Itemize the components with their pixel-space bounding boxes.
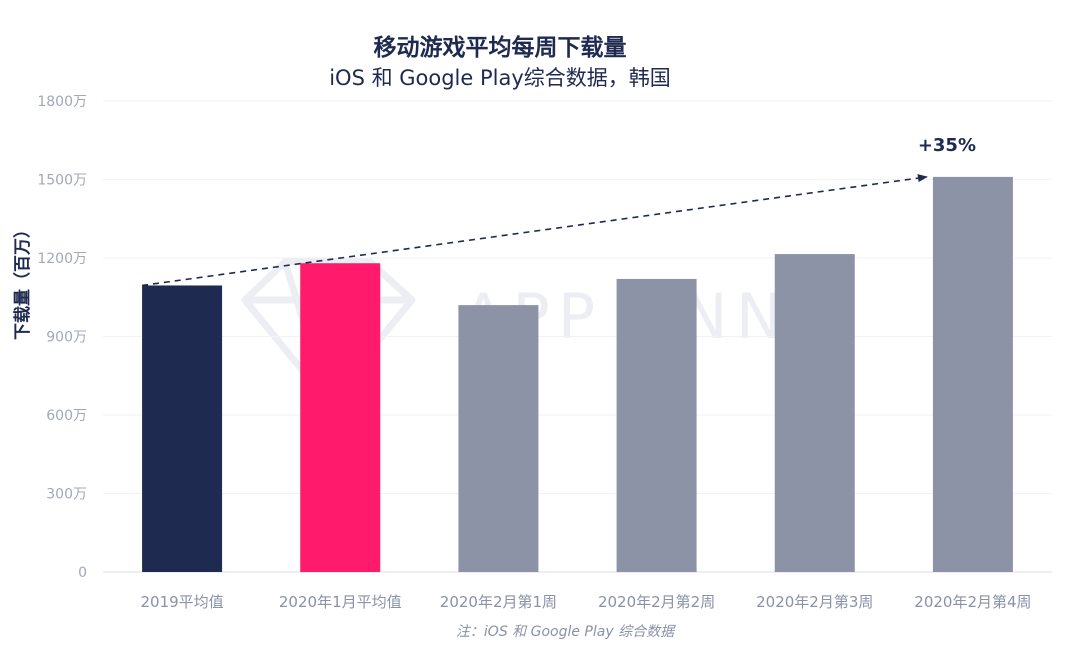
x-tick-label: 2020年1月平均值 bbox=[279, 593, 402, 611]
bar bbox=[932, 176, 1013, 572]
y-tick-label: 0 bbox=[78, 565, 87, 581]
gridlines bbox=[103, 100, 1052, 573]
y-tick-label: 1200万 bbox=[37, 251, 87, 267]
chart-note: 注：iOS 和 Google Play 综合数据 bbox=[455, 624, 675, 640]
x-tick-label: 2020年2月第3周 bbox=[756, 593, 873, 611]
bar bbox=[458, 305, 539, 572]
x-tick-label: 2019平均值 bbox=[140, 593, 223, 611]
y-tick-label: 600万 bbox=[46, 408, 87, 424]
bar bbox=[774, 254, 855, 572]
y-tick-label: 1800万 bbox=[37, 94, 87, 110]
trend-line bbox=[141, 174, 928, 287]
bar bbox=[142, 285, 223, 572]
bar bbox=[616, 278, 697, 572]
growth-annotation: +35% bbox=[918, 135, 976, 156]
x-tick-label: 2020年2月第2周 bbox=[598, 593, 715, 611]
y-tick-label: 1500万 bbox=[37, 173, 87, 189]
y-tick-label: 900万 bbox=[46, 330, 87, 346]
trend-arrow: +35% bbox=[141, 135, 976, 287]
x-axis-labels: 2019平均值 2020年1月平均值 2020年2月第1周 2020年2月第2周 202… bbox=[140, 593, 1031, 611]
bars bbox=[142, 176, 1013, 572]
chart-subtitle: iOS 和 Google Play综合数据，韩国 bbox=[329, 66, 671, 90]
bar bbox=[300, 263, 381, 572]
y-tick-label: 300万 bbox=[46, 487, 87, 503]
x-tick-label: 2020年2月第4周 bbox=[914, 593, 1031, 611]
x-tick-label: 2020年2月第1周 bbox=[440, 593, 557, 611]
y-axis-ticks: 0 300万 600万 900万 1200万 1500万 1800万 bbox=[37, 94, 87, 581]
chart-title: 移动游戏平均每周下载量 bbox=[373, 35, 627, 61]
